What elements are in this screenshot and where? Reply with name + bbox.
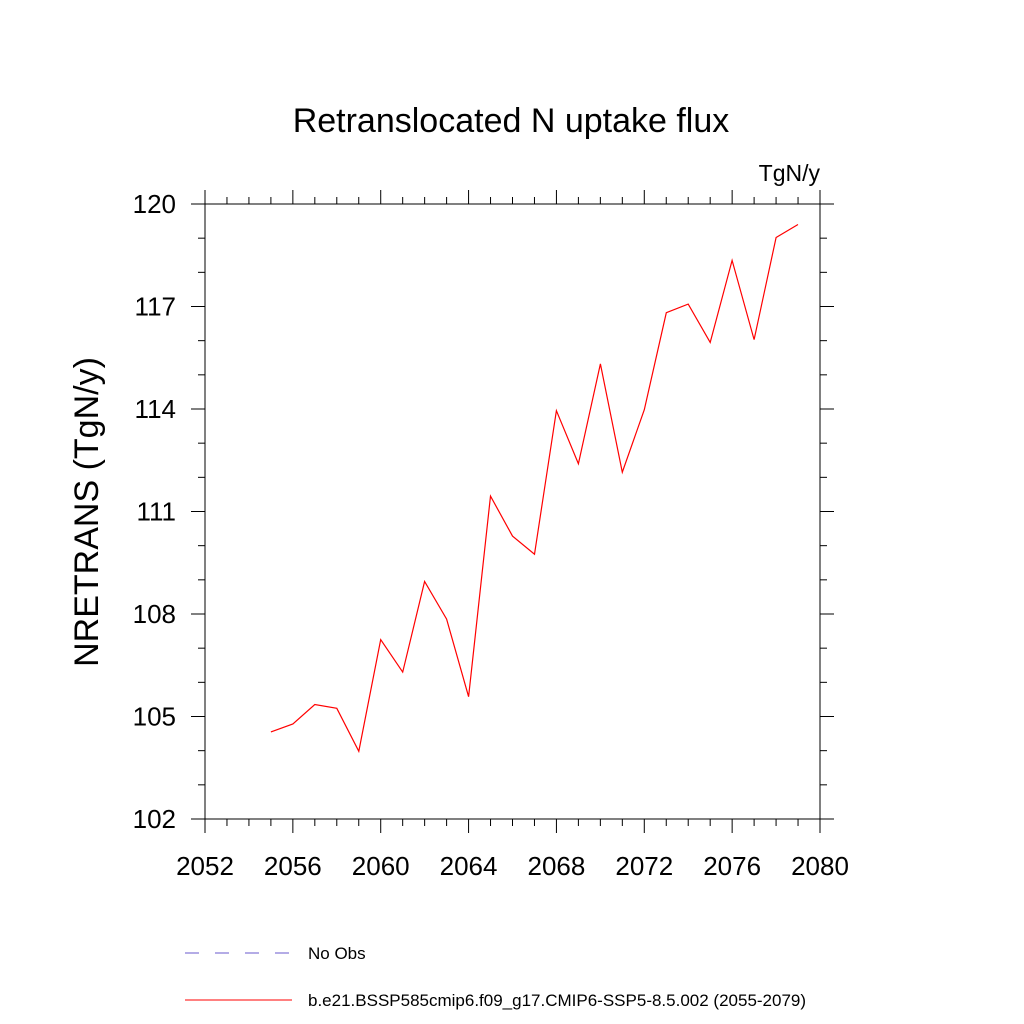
x-tick-label: 2072 — [615, 851, 673, 881]
x-axis: 2052 2056 2060 2064 2068 2072 2076 2080 — [176, 190, 849, 881]
legend-label-no-obs: No Obs — [308, 944, 366, 963]
series-layer — [270, 223, 799, 754]
x-tick-label: 2064 — [440, 851, 498, 881]
x-tick-label: 2076 — [703, 851, 761, 881]
legend-label-model: b.e21.BSSP585cmip6.f09_g17.CMIP6-SSP5-8.… — [308, 991, 806, 1010]
y-tick-label: 120 — [133, 189, 176, 219]
legend: No Obs b.e21.BSSP585cmip6.f09_g17.CMIP6-… — [185, 944, 806, 1010]
x-tick-label: 2052 — [176, 851, 234, 881]
x-tick-label: 2060 — [352, 851, 410, 881]
x-tick-label: 2056 — [264, 851, 322, 881]
plot-frame — [204, 203, 821, 820]
y-tick-label: 105 — [133, 702, 176, 732]
units-label: TgN/y — [759, 160, 821, 186]
y-axis: 102 105 108 111 114 117 120 — [133, 189, 834, 834]
y-tick-label: 117 — [135, 292, 176, 322]
y-axis-label: NRETRANS (TgN/y) — [68, 357, 106, 667]
x-tick-label: 2080 — [791, 851, 849, 881]
y-tick-label: 102 — [133, 804, 176, 834]
chart-title: Retranslocated N uptake flux — [293, 102, 730, 140]
y-tick-label: 114 — [135, 394, 176, 424]
y-tick-label: 108 — [133, 599, 176, 629]
series-line — [270, 223, 799, 754]
x-tick-label: 2068 — [528, 851, 586, 881]
y-tick-label: 111 — [136, 497, 176, 527]
